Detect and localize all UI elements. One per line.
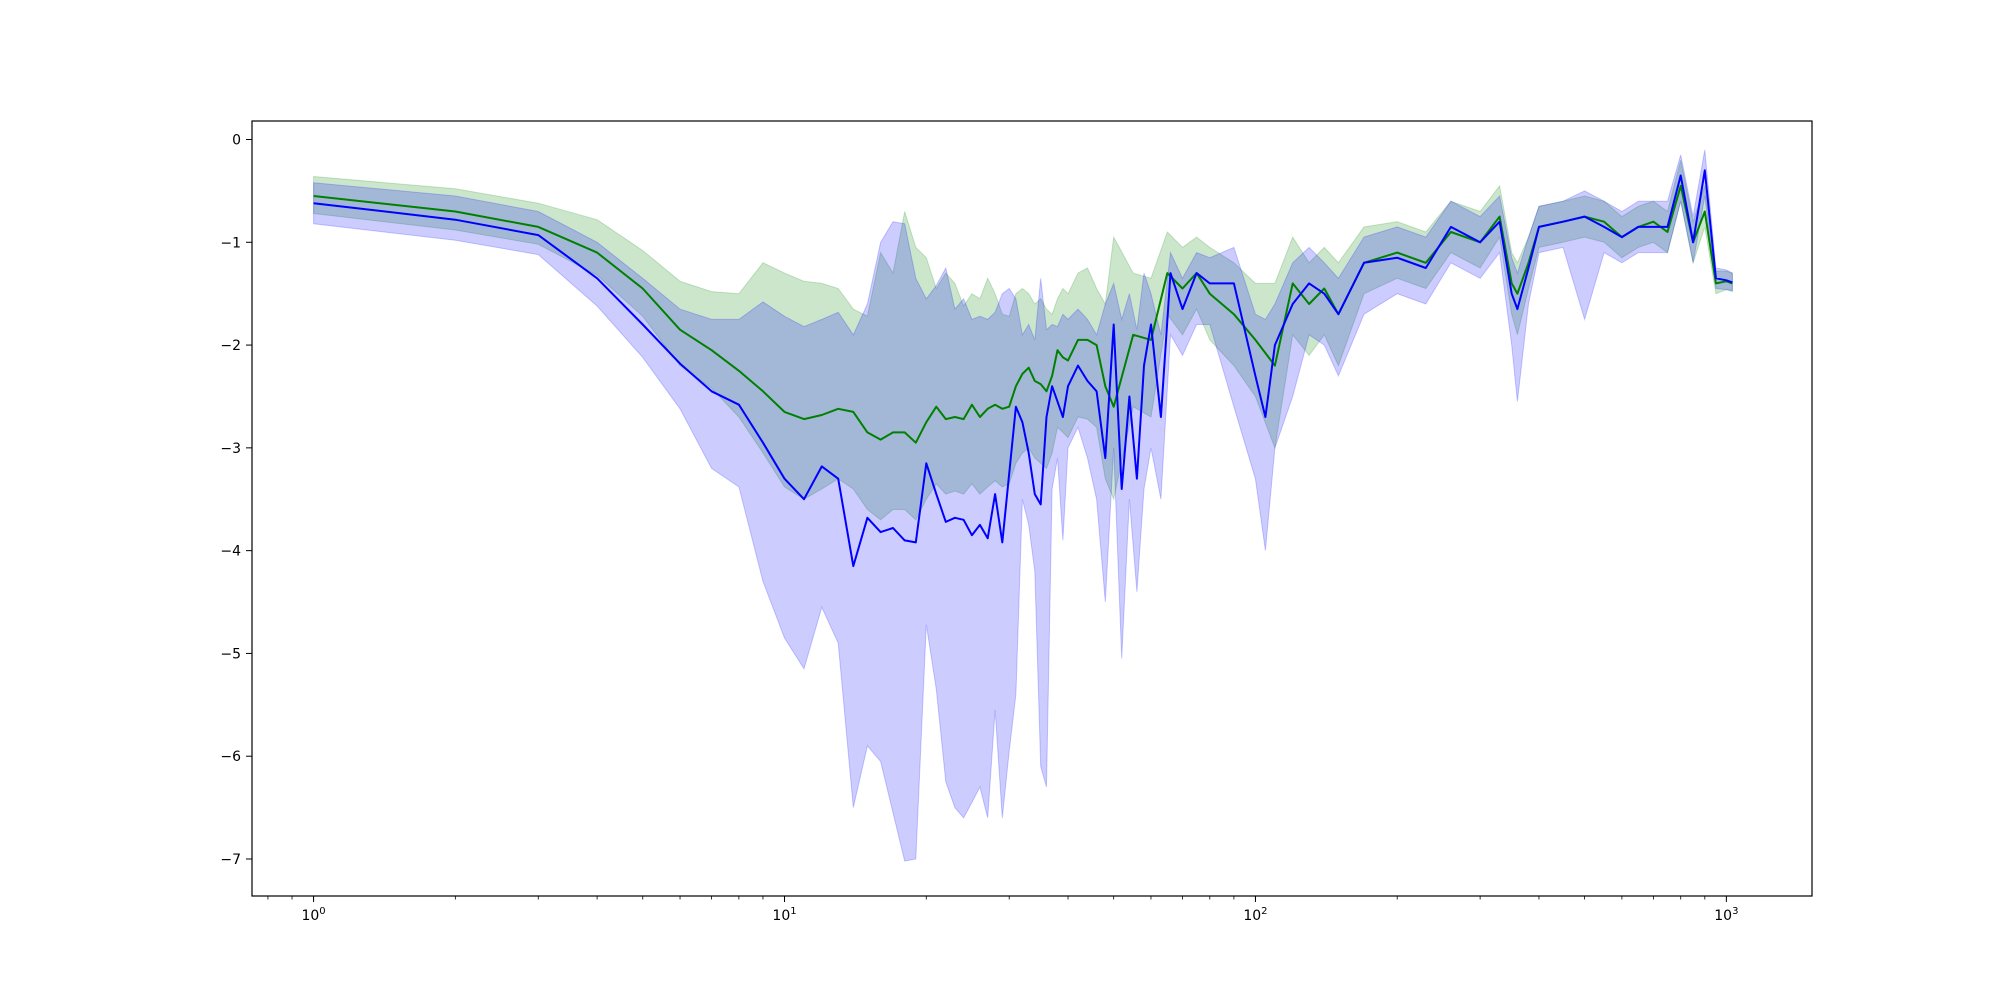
series-band-2 [313,149,1733,862]
y-tick-label: −3 [220,441,241,457]
x-tick-label-base: 10 [1243,908,1261,924]
y-tick-label: −4 [220,544,241,560]
y-tick-label: 0 [232,133,241,149]
series-band-1 [313,159,1733,521]
x-tick-label: 101 [772,906,796,924]
x-tick-label-exponent: 2 [1261,906,1267,917]
x-tick-label: 103 [1714,906,1738,924]
y-tick-label: −1 [220,235,241,251]
x-tick-label-exponent: 3 [1732,906,1738,917]
x-tick-label-base: 10 [1714,908,1732,924]
x-tick-label: 102 [1243,906,1267,924]
y-tick-label: −6 [220,749,241,765]
x-tick-label-exponent: 1 [790,906,796,917]
y-tick-label: −5 [220,646,241,662]
x-tick-label: 100 [301,906,325,924]
x-tick-label-base: 10 [301,908,319,924]
series-group [313,149,1733,862]
y-tick-label: −2 [220,338,241,354]
plot-area [313,149,1733,862]
x-tick-label-exponent: 0 [319,906,325,917]
x-tick-label-base: 10 [772,908,790,924]
plot-frame [251,120,1813,897]
series-line-2 [313,169,1733,568]
y-tick-label: −7 [220,852,241,868]
